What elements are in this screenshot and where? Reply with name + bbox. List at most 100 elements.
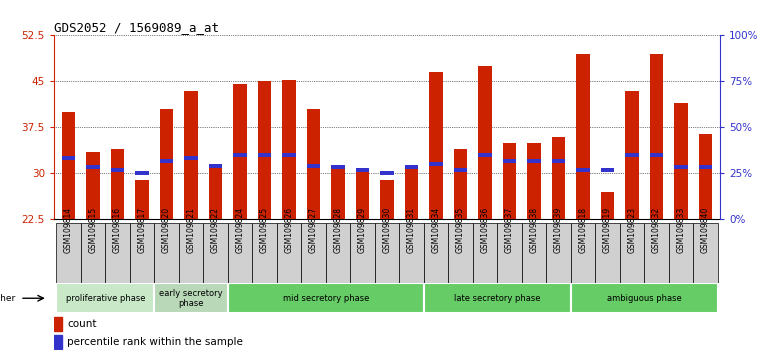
Bar: [228, 223, 253, 283]
Text: GSM109836: GSM109836: [480, 207, 490, 253]
Bar: [54, 335, 62, 349]
Bar: [375, 223, 399, 283]
Text: GSM109840: GSM109840: [701, 207, 710, 253]
Bar: [380, 171, 393, 176]
Bar: [424, 223, 448, 283]
Bar: [601, 192, 614, 219]
Bar: [571, 283, 718, 313]
Bar: [674, 103, 688, 219]
Bar: [356, 169, 369, 172]
Bar: [154, 223, 179, 283]
Text: GSM109837: GSM109837: [505, 207, 514, 253]
Bar: [184, 156, 198, 160]
Bar: [62, 112, 75, 219]
Bar: [698, 133, 712, 219]
Text: GSM109818: GSM109818: [578, 207, 588, 253]
Text: GSM109830: GSM109830: [383, 207, 391, 253]
Bar: [693, 223, 718, 283]
Bar: [650, 54, 663, 219]
Bar: [326, 223, 350, 283]
Text: GSM109831: GSM109831: [407, 207, 416, 253]
Bar: [233, 85, 246, 219]
Bar: [521, 223, 546, 283]
Text: GSM109829: GSM109829: [358, 207, 367, 253]
Text: GSM109835: GSM109835: [456, 207, 465, 253]
Text: other: other: [0, 294, 15, 303]
Bar: [454, 169, 467, 172]
Bar: [551, 137, 565, 219]
Bar: [527, 159, 541, 163]
Bar: [233, 153, 246, 157]
Text: GSM109816: GSM109816: [113, 207, 122, 253]
Text: GSM109824: GSM109824: [236, 207, 245, 253]
Bar: [130, 223, 154, 283]
Bar: [503, 159, 516, 163]
Bar: [56, 283, 154, 313]
Bar: [405, 167, 418, 219]
Bar: [674, 165, 688, 169]
Text: GSM109832: GSM109832: [651, 207, 661, 253]
Bar: [625, 91, 638, 219]
Text: GSM109839: GSM109839: [554, 207, 563, 253]
Text: GSM109821: GSM109821: [186, 207, 196, 253]
Bar: [527, 143, 541, 219]
Bar: [276, 223, 301, 283]
Bar: [698, 165, 712, 169]
Bar: [86, 152, 100, 219]
Bar: [160, 159, 173, 163]
Bar: [625, 153, 638, 157]
Bar: [668, 223, 693, 283]
Bar: [497, 223, 521, 283]
Bar: [380, 179, 393, 219]
Bar: [331, 167, 345, 219]
Text: GSM109838: GSM109838: [529, 207, 538, 253]
Text: ambiguous phase: ambiguous phase: [607, 294, 681, 303]
Bar: [111, 169, 124, 172]
Bar: [154, 283, 228, 313]
Bar: [595, 223, 620, 283]
Bar: [105, 223, 130, 283]
Bar: [644, 223, 668, 283]
Bar: [258, 153, 271, 157]
Bar: [179, 223, 203, 283]
Bar: [209, 164, 223, 168]
Bar: [350, 223, 375, 283]
Bar: [258, 81, 271, 219]
Bar: [203, 223, 228, 283]
Text: early secretory
phase: early secretory phase: [159, 289, 223, 308]
Bar: [54, 317, 62, 331]
Text: GSM109820: GSM109820: [162, 207, 171, 253]
Bar: [448, 223, 473, 283]
Bar: [111, 149, 124, 219]
Bar: [283, 80, 296, 219]
Bar: [478, 66, 491, 219]
Bar: [429, 162, 443, 166]
Bar: [454, 149, 467, 219]
Text: proliferative phase: proliferative phase: [65, 294, 145, 303]
Bar: [473, 223, 497, 283]
Bar: [283, 153, 296, 157]
Bar: [478, 153, 491, 157]
Bar: [571, 223, 595, 283]
Text: GSM109822: GSM109822: [211, 207, 220, 253]
Text: GSM109823: GSM109823: [628, 207, 636, 253]
Text: GSM109833: GSM109833: [676, 207, 685, 253]
Bar: [576, 169, 590, 172]
Bar: [546, 223, 571, 283]
Text: GSM109825: GSM109825: [260, 207, 269, 253]
Text: GSM109815: GSM109815: [89, 207, 98, 253]
Bar: [429, 72, 443, 219]
Text: GSM109817: GSM109817: [138, 207, 146, 253]
Text: percentile rank within the sample: percentile rank within the sample: [68, 337, 243, 347]
Bar: [301, 223, 326, 283]
Text: GSM109819: GSM109819: [603, 207, 612, 253]
Text: GSM109828: GSM109828: [333, 207, 343, 253]
Bar: [399, 223, 424, 283]
Bar: [209, 167, 223, 219]
Bar: [62, 156, 75, 160]
Bar: [56, 223, 81, 283]
Bar: [160, 109, 173, 219]
Bar: [405, 165, 418, 169]
Bar: [136, 179, 149, 219]
Text: GSM109814: GSM109814: [64, 207, 73, 253]
